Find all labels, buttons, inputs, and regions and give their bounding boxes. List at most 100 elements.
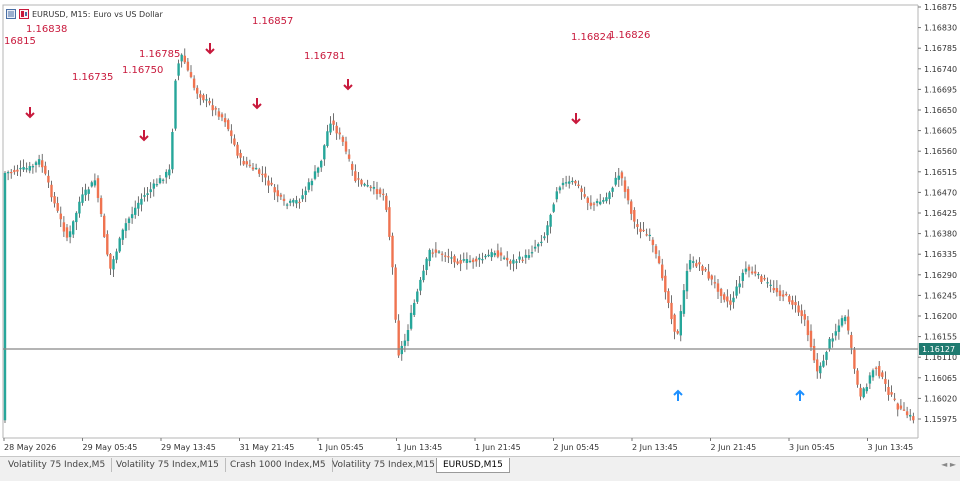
- price-tick-label: 1.16290: [924, 271, 957, 280]
- price-tick-label: 1.16740: [924, 65, 957, 74]
- bull-candle: [428, 249, 431, 262]
- tab-scroll-arrows-icon[interactable]: ◄ ►: [941, 460, 956, 469]
- price-tick-label: 1.16110: [924, 353, 957, 362]
- bear-candle: [10, 172, 13, 174]
- bear-candle: [726, 296, 729, 302]
- tab-volatility-75-m15[interactable]: Volatility 75 Index,M15: [110, 458, 226, 472]
- bull-candle: [118, 238, 121, 252]
- bear-candle: [245, 161, 248, 165]
- bull-candle: [161, 179, 165, 181]
- bear-candle: [220, 114, 224, 118]
- bear-candle: [233, 138, 236, 145]
- bear-candle: [298, 201, 301, 204]
- bear-candle: [645, 234, 648, 236]
- bear-candle: [41, 160, 44, 168]
- bull-candle: [608, 192, 611, 199]
- price-tick-label: 1.16605: [924, 127, 957, 136]
- bear-candle: [893, 398, 896, 400]
- bear-candle: [642, 229, 645, 232]
- bull-candle: [766, 282, 769, 284]
- bull-candle: [843, 316, 847, 322]
- tab-crash-1000-m5[interactable]: Crash 1000 Index,M5: [224, 458, 333, 472]
- bear-candle: [202, 95, 205, 101]
- bear-candle: [850, 335, 853, 348]
- bear-candle: [499, 252, 503, 256]
- bear-candle: [217, 111, 221, 117]
- bear-candle: [521, 259, 524, 261]
- bull-candle: [685, 270, 689, 292]
- time-tick-label: 1 Jun 05:45: [318, 443, 364, 452]
- bull-candle: [289, 200, 292, 203]
- bear-candle: [760, 276, 763, 282]
- bear-candle: [258, 169, 261, 174]
- price-tick-label: 1.16470: [924, 188, 957, 197]
- candles-group: [3, 48, 915, 424]
- bull-candle: [862, 388, 865, 398]
- bull-candle: [518, 256, 521, 260]
- bull-candle: [152, 183, 155, 189]
- bull-candle: [307, 182, 310, 190]
- bear-candle: [456, 261, 459, 264]
- bull-candle: [149, 189, 152, 193]
- bear-candle: [874, 367, 878, 369]
- symbol-icon[interactable]: [19, 9, 29, 19]
- bull-candle: [313, 171, 317, 179]
- bull-candle: [130, 214, 134, 219]
- chart-area[interactable]: 16815 1.16838 1.16735 1.16750 1.16785 1.16857…: [0, 0, 919, 439]
- bull-candle: [254, 167, 258, 170]
- tab-volatility-75-m5[interactable]: Volatility 75 Index,M5: [2, 458, 113, 472]
- bull-candle: [81, 194, 84, 203]
- bull-candle: [155, 184, 159, 186]
- time-tick-label: 2 Jun 13:45: [632, 443, 678, 452]
- bull-candle: [78, 201, 81, 214]
- bull-candle: [158, 178, 162, 184]
- bear-candle: [713, 282, 717, 284]
- bull-candle: [19, 167, 22, 170]
- bear-candle: [56, 203, 59, 211]
- bear-candle: [106, 234, 109, 255]
- bear-candle: [853, 349, 856, 369]
- bear-candle: [592, 203, 596, 205]
- time-tick-label: 29 May 05:45: [83, 443, 138, 452]
- bull-candle: [68, 231, 72, 238]
- bull-candle: [400, 345, 403, 355]
- bull-candle: [320, 160, 323, 168]
- bear-candle: [856, 370, 859, 385]
- bear-candle: [227, 120, 230, 130]
- price-axis[interactable]: 1.16875 1.16830 1.16785 1.16740 1.16695 1.166…: [917, 0, 960, 438]
- bear-candle: [96, 178, 100, 198]
- bull-candle: [140, 198, 143, 205]
- bull-candle: [22, 167, 25, 170]
- bear-candle: [242, 160, 245, 165]
- bull-candle: [304, 190, 307, 196]
- price-tick-label: 1.16200: [924, 312, 957, 321]
- bear-candle: [695, 263, 698, 267]
- bull-candle: [6, 172, 10, 174]
- bear-candle: [639, 228, 642, 232]
- tab-volatility-75-m15-2[interactable]: Volatility 75 Index,M15: [326, 458, 442, 472]
- level-label: 1.16857: [252, 16, 293, 27]
- sell-arrow-icon: [252, 98, 262, 110]
- bull-candle: [837, 325, 841, 332]
- bull-candle: [679, 311, 682, 336]
- bear-candle: [896, 403, 899, 410]
- bear-candle: [230, 130, 233, 137]
- bear-candle: [360, 179, 363, 185]
- bear-candle: [778, 290, 782, 297]
- chart-menu-icon[interactable]: [6, 9, 16, 19]
- time-tick-label: 2 Jun 05:45: [554, 443, 600, 452]
- bear-candle: [667, 291, 670, 303]
- bull-candle: [744, 268, 748, 272]
- bear-candle: [394, 267, 397, 320]
- bear-candle: [580, 188, 583, 192]
- bear-candle: [806, 320, 810, 336]
- time-axis[interactable]: 28 May 2026 29 May 05:45 29 May 13:45 31 Ma…: [0, 437, 918, 456]
- bull-candle: [323, 145, 326, 160]
- tab-eurusd-m15[interactable]: EURUSD,M15: [436, 458, 510, 473]
- bull-candle: [617, 175, 620, 180]
- bear-candle: [794, 302, 797, 306]
- bull-candle: [543, 236, 546, 239]
- bull-candle: [599, 201, 602, 205]
- bear-candle: [506, 257, 509, 261]
